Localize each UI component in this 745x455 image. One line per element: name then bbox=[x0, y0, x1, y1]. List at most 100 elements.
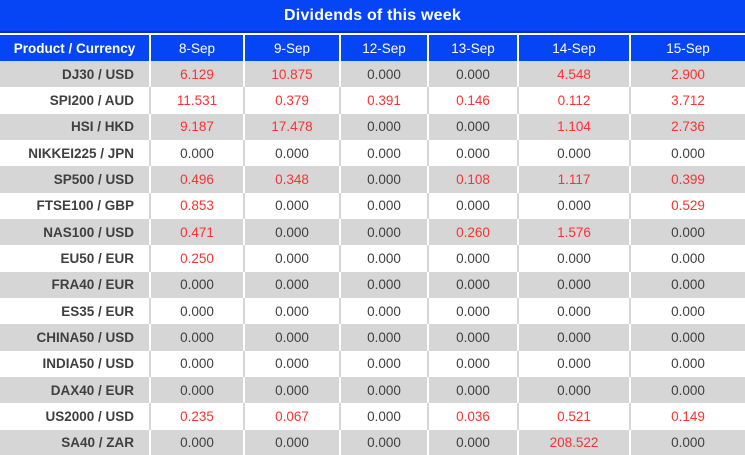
value-cell: 6.129 bbox=[149, 61, 244, 88]
value-cell: 0.149 bbox=[629, 403, 745, 430]
value-cell: 0.000 bbox=[517, 324, 630, 351]
value-cell: 3.712 bbox=[629, 87, 745, 114]
table-row: SP500 / USD 0.496 0.348 0.000 0.108 1.117 0.39… bbox=[0, 166, 745, 193]
value-cell: 0.000 bbox=[339, 271, 428, 298]
value-cell: 0.000 bbox=[427, 324, 518, 351]
table-body: DJ30 / USD 6.129 10.875 0.000 0.000 4.548 2.90… bbox=[0, 61, 745, 455]
table-row: DJ30 / USD 6.129 10.875 0.000 0.000 4.548 2.90… bbox=[0, 61, 745, 88]
value-cell: 0.000 bbox=[149, 324, 244, 351]
table-row: ES35 / EUR 0.000 0.000 0.000 0.000 0.000 0.000 bbox=[0, 297, 745, 325]
value-cell: 1.576 bbox=[517, 218, 630, 246]
value-cell: 0.000 bbox=[339, 403, 428, 430]
value-cell: 0.000 bbox=[427, 61, 518, 88]
value-cell: 0.496 bbox=[149, 166, 244, 193]
value-cell: 0.529 bbox=[629, 192, 745, 219]
table-row: DAX40 / EUR 0.000 0.000 0.000 0.000 0.000 0.00… bbox=[0, 376, 745, 404]
table-row: FTSE100 / GBP 0.853 0.000 0.000 0.000 0.000 0.… bbox=[0, 192, 745, 219]
product-cell: SP500 / USD bbox=[53, 171, 134, 187]
table-row: HSI / HKD 9.187 17.478 0.000 0.000 1.104 2.736 bbox=[0, 113, 745, 140]
table-row: FRA40 / EUR 0.000 0.000 0.000 0.000 0.000 0.00… bbox=[0, 271, 745, 298]
value-cell: 0.000 bbox=[149, 297, 244, 325]
value-cell: 208.522 bbox=[517, 429, 630, 455]
value-cell: 0.000 bbox=[339, 350, 428, 377]
value-cell: 0.000 bbox=[427, 297, 518, 325]
table-row: SPI200 / AUD 11.531 0.379 0.391 0.146 0.112 3.… bbox=[0, 87, 745, 114]
value-cell: 0.000 bbox=[339, 166, 428, 193]
value-cell: 0.000 bbox=[427, 113, 518, 140]
value-cell: 11.531 bbox=[149, 87, 244, 114]
page-title: Dividends of this week bbox=[0, 0, 745, 33]
value-cell: 0.000 bbox=[339, 429, 428, 455]
value-cell: 0.000 bbox=[427, 139, 518, 167]
value-cell: 0.471 bbox=[149, 218, 244, 246]
value-cell: 4.548 bbox=[517, 61, 630, 88]
value-cell: 0.000 bbox=[427, 245, 518, 272]
value-cell: 0.391 bbox=[339, 87, 428, 114]
value-cell: 0.000 bbox=[149, 271, 244, 298]
product-cell: DJ30 / USD bbox=[61, 66, 134, 82]
product-cell: FTSE100 / GBP bbox=[36, 198, 134, 214]
value-cell: 0.000 bbox=[339, 324, 428, 351]
value-cell: 0.235 bbox=[149, 403, 244, 430]
dividends-table: Product / Currency 8-Sep 9-Sep 12-Sep 13… bbox=[0, 33, 745, 455]
value-cell: 0.000 bbox=[517, 350, 630, 377]
value-cell: 0.000 bbox=[629, 245, 745, 272]
value-cell: 0.000 bbox=[629, 218, 745, 246]
value-cell: 0.000 bbox=[629, 350, 745, 377]
value-cell: 0.000 bbox=[339, 376, 428, 404]
value-cell: 0.853 bbox=[149, 192, 244, 219]
product-cell: INDIA50 / USD bbox=[42, 356, 134, 372]
value-cell: 0.067 bbox=[243, 403, 340, 430]
value-cell: 0.000 bbox=[427, 376, 518, 404]
value-cell: 0.000 bbox=[243, 139, 340, 167]
value-cell: 0.000 bbox=[339, 297, 428, 325]
table-row: EU50 / EUR 0.250 0.000 0.000 0.000 0.000 0.000 bbox=[0, 245, 745, 272]
value-cell: 0.000 bbox=[243, 350, 340, 377]
value-cell: 0.000 bbox=[339, 218, 428, 246]
value-cell: 0.000 bbox=[243, 192, 340, 219]
value-cell: 1.104 bbox=[517, 113, 630, 140]
table-row: US2000 / USD 0.235 0.067 0.000 0.036 0.521 0.1… bbox=[0, 403, 745, 430]
value-cell: 0.000 bbox=[629, 271, 745, 298]
value-cell: 0.000 bbox=[629, 297, 745, 325]
product-cell: NAS100 / USD bbox=[43, 224, 134, 240]
column-header-date: 9-Sep bbox=[243, 33, 340, 61]
value-cell: 0.348 bbox=[243, 166, 340, 193]
value-cell: 0.250 bbox=[149, 245, 244, 272]
value-cell: 9.187 bbox=[149, 113, 244, 140]
product-cell: FRA40 / EUR bbox=[51, 277, 134, 293]
value-cell: 0.000 bbox=[339, 192, 428, 219]
value-cell: 0.112 bbox=[517, 87, 630, 114]
value-cell: 0.000 bbox=[243, 429, 340, 455]
column-header-row: Product / Currency 8-Sep 9-Sep 12-Sep 13… bbox=[0, 33, 745, 61]
product-cell: ES35 / EUR bbox=[61, 303, 134, 319]
value-cell: 0.036 bbox=[427, 403, 518, 430]
product-cell: SA40 / ZAR bbox=[61, 435, 134, 451]
column-header-date: 12-Sep bbox=[339, 33, 428, 61]
value-cell: 0.000 bbox=[517, 245, 630, 272]
value-cell: 0.000 bbox=[629, 324, 745, 351]
product-cell: DAX40 / EUR bbox=[50, 382, 134, 398]
table-row: NIKKEI225 / JPN 0.000 0.000 0.000 0.000 0.000… bbox=[0, 139, 745, 167]
value-cell: 0.000 bbox=[427, 350, 518, 377]
product-cell: SPI200 / AUD bbox=[49, 92, 134, 108]
value-cell: 0.260 bbox=[427, 218, 518, 246]
value-cell: 2.900 bbox=[629, 61, 745, 88]
value-cell: 0.000 bbox=[517, 297, 630, 325]
value-cell: 0.000 bbox=[427, 192, 518, 219]
value-cell: 10.875 bbox=[243, 61, 340, 88]
product-cell: EU50 / EUR bbox=[60, 250, 134, 266]
value-cell: 0.000 bbox=[517, 271, 630, 298]
value-cell: 0.000 bbox=[517, 139, 630, 167]
column-header-product: Product / Currency bbox=[0, 33, 150, 61]
value-cell: 0.000 bbox=[149, 429, 244, 455]
value-cell: 0.000 bbox=[629, 376, 745, 404]
value-cell: 0.000 bbox=[339, 113, 428, 140]
value-cell: 0.000 bbox=[243, 324, 340, 351]
value-cell: 0.379 bbox=[243, 87, 340, 114]
value-cell: 0.146 bbox=[427, 87, 518, 114]
value-cell: 0.000 bbox=[629, 139, 745, 167]
value-cell: 0.000 bbox=[149, 376, 244, 404]
column-header-date: 15-Sep bbox=[629, 33, 745, 61]
value-cell: 0.521 bbox=[517, 403, 630, 430]
